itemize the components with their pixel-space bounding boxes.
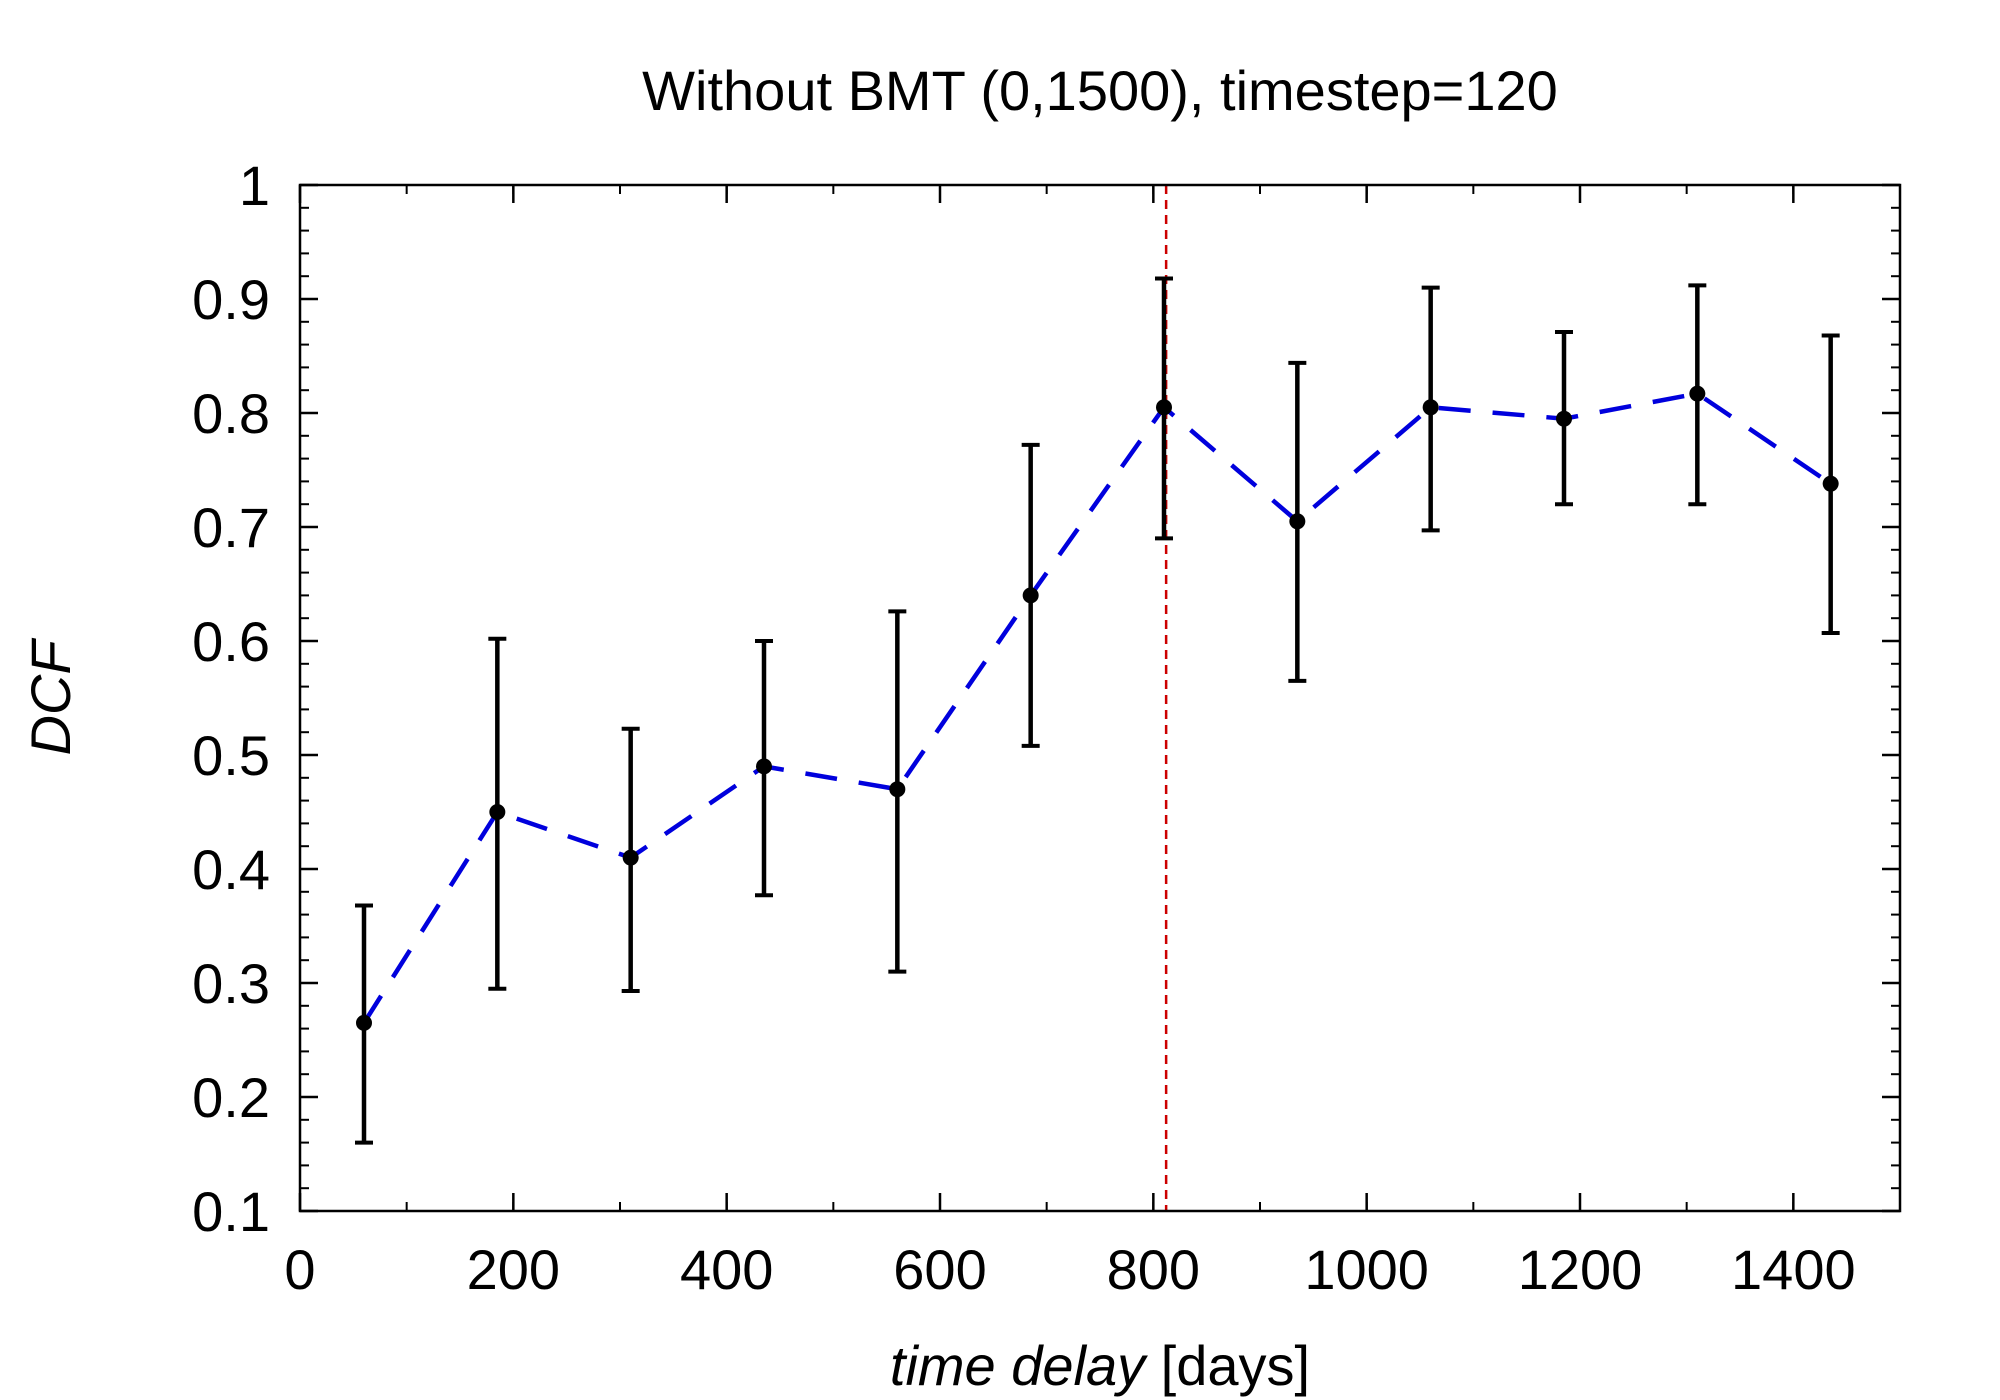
x-tick-label: 0 xyxy=(284,1238,315,1301)
plot-frame xyxy=(298,183,1902,1213)
data-point xyxy=(889,781,906,798)
x-tick-label: 400 xyxy=(680,1238,773,1301)
y-tick-label: 0.3 xyxy=(192,952,270,1015)
x-axis-label-unit: [days] xyxy=(1145,1334,1310,1397)
data-points xyxy=(356,385,1839,1031)
data-point xyxy=(1689,385,1706,402)
data-point xyxy=(1022,587,1039,604)
y-tick-label: 1 xyxy=(239,154,270,217)
x-tick-label: 1400 xyxy=(1731,1238,1856,1301)
data-point xyxy=(622,849,639,866)
y-tick-label: 0.8 xyxy=(192,382,270,445)
data-point xyxy=(1422,399,1439,416)
y-axis-label: DCF xyxy=(19,638,82,756)
x-tick-label: 600 xyxy=(893,1238,986,1301)
y-tick-label: 0.6 xyxy=(192,610,270,673)
y-tick-label: 0.5 xyxy=(192,724,270,787)
data-point xyxy=(1156,399,1172,416)
major-ticks xyxy=(298,183,1900,1213)
x-tick-labels: 0 200 400 600 800 1000 1200 1400 xyxy=(284,1238,1855,1301)
minor-ticks xyxy=(299,184,1901,1212)
y-tick-label: 0.7 xyxy=(192,496,270,559)
x-tick-label: 800 xyxy=(1107,1238,1200,1301)
data-point xyxy=(356,1014,372,1031)
data-point xyxy=(1556,410,1572,427)
x-axis-label: time delay [days] xyxy=(890,1334,1310,1397)
x-tick-label: 1200 xyxy=(1518,1238,1643,1301)
series-dashed-line xyxy=(362,391,1832,1025)
y-tick-labels: 0.1 0.2 0.3 0.4 0.5 0.6 0.7 0.8 0.9 1 xyxy=(192,154,270,1243)
y-tick-label: 0.1 xyxy=(192,1180,270,1243)
data-point xyxy=(489,804,506,820)
x-tick-label: 200 xyxy=(467,1238,560,1301)
chart-title: Without BMT (0,1500), timestep=120 xyxy=(642,59,1558,122)
y-tick-label: 0.2 xyxy=(192,1066,270,1129)
data-point xyxy=(1289,513,1306,530)
x-axis-label-italic: time delay xyxy=(890,1334,1148,1397)
data-point xyxy=(756,758,772,775)
x-tick-label: 1000 xyxy=(1304,1238,1429,1301)
y-tick-label: 0.9 xyxy=(192,268,270,331)
data-point xyxy=(1822,475,1839,492)
y-tick-label: 0.4 xyxy=(192,838,270,901)
